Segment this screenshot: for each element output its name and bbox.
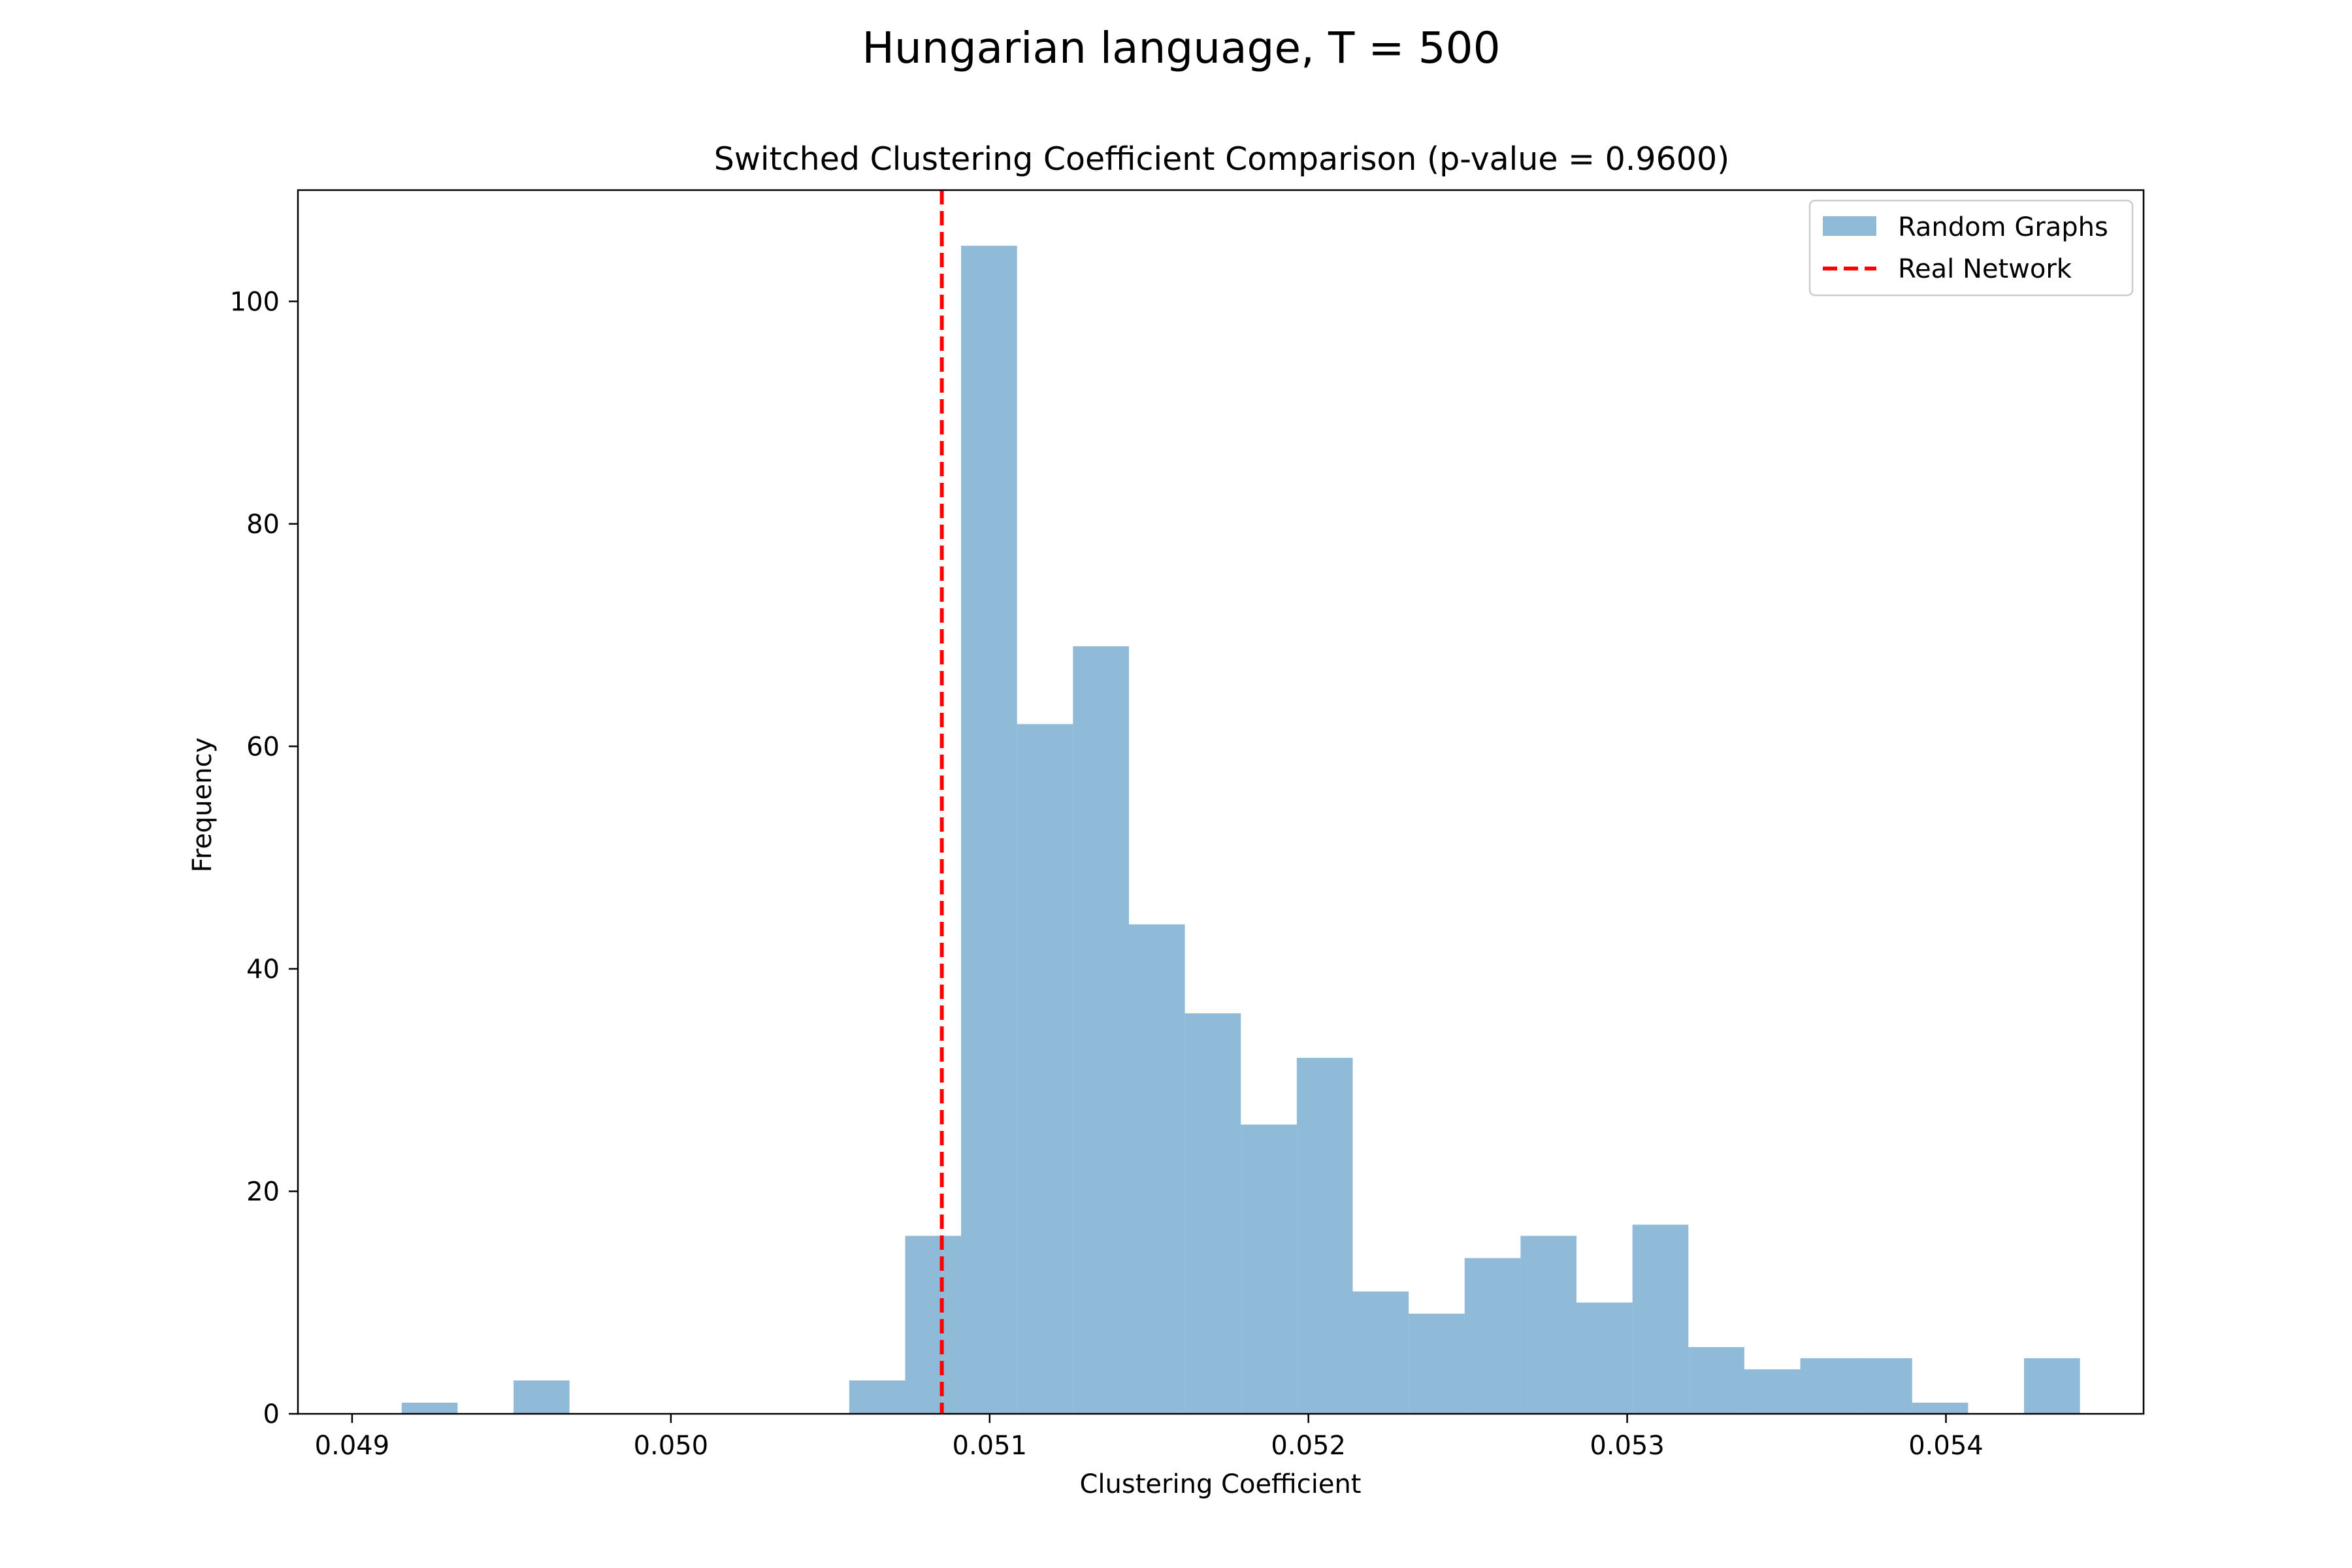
histogram-bar — [401, 1402, 458, 1414]
x-tick-label: 0.054 — [1908, 1431, 1984, 1461]
histogram-bar — [961, 246, 1017, 1414]
histogram-bar — [1017, 724, 1073, 1414]
histogram-bar — [1912, 1402, 1968, 1414]
histogram-bar — [849, 1380, 906, 1414]
legend-label-random-graphs: Random Graphs — [1898, 212, 2108, 242]
histogram-bar — [905, 1235, 962, 1414]
histogram-bar — [1241, 1124, 1297, 1414]
histogram-bar — [1632, 1224, 1689, 1414]
legend-box — [1808, 199, 2134, 297]
y-tick-label: 20 — [246, 1177, 280, 1207]
x-tick-label: 0.052 — [1271, 1431, 1346, 1461]
y-tick-label: 0 — [263, 1399, 280, 1429]
histogram-bar — [1409, 1313, 1465, 1414]
histogram-bar — [514, 1380, 570, 1414]
histogram-bar — [1184, 1013, 1241, 1414]
x-tick-label: 0.050 — [634, 1431, 709, 1461]
x-tick-label: 0.051 — [953, 1431, 1028, 1461]
legend-swatch-random-graphs — [1823, 216, 1876, 236]
histogram-bar — [1744, 1369, 1801, 1414]
histogram-bar — [1464, 1258, 1521, 1414]
histogram-bar — [2024, 1358, 2080, 1414]
y-tick-label: 60 — [246, 732, 280, 762]
x-tick-label: 0.053 — [1590, 1431, 1665, 1461]
y-tick-label: 100 — [230, 287, 280, 317]
chart-title: Switched Clustering Coefficient Comparis… — [714, 140, 1730, 178]
histogram-bar — [1296, 1058, 1353, 1414]
histogram-bars — [401, 246, 2080, 1414]
x-axis-label: Clustering Coefficient — [1080, 1469, 1362, 1499]
histogram-bar — [1856, 1358, 1912, 1414]
histogram-bar — [1520, 1235, 1577, 1414]
x-tick-label: 0.049 — [315, 1431, 390, 1461]
plot-frame — [297, 189, 2145, 1415]
histogram-bar — [1688, 1347, 1744, 1414]
histogram-bar — [1128, 924, 1185, 1414]
y-axis-label: Frequency — [188, 738, 218, 873]
histogram-bar — [1576, 1302, 1633, 1414]
y-axis: 0 20 40 60 80 100 — [230, 287, 298, 1429]
histogram-bar — [1352, 1291, 1409, 1414]
x-axis: 0.049 0.050 0.051 0.052 0.053 0.054 — [315, 1414, 1984, 1461]
legend: Random Graphs Real Network — [1808, 199, 2134, 297]
y-tick-label: 40 — [246, 955, 280, 985]
histogram-bar — [1800, 1358, 1857, 1414]
y-tick-label: 80 — [246, 510, 280, 540]
figure-suptitle: Hungarian language, T = 500 — [862, 23, 1500, 73]
legend-label-real-network: Real Network — [1898, 254, 2072, 284]
histogram-bar — [1073, 646, 1129, 1414]
